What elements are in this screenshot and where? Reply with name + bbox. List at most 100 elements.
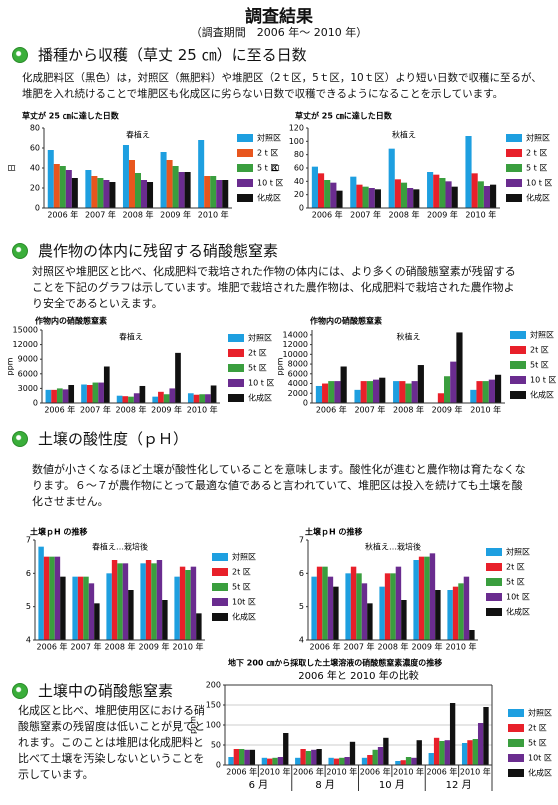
bar (327, 576, 334, 640)
bar (163, 394, 170, 403)
x-tick-label: 2006 年 (293, 767, 324, 777)
y-tick-label: 60 (30, 144, 40, 153)
x-tick-label: 2010 年 (460, 767, 491, 777)
legend-swatch (510, 376, 526, 384)
section-text: 化成肥料区（黒色）は，対照区（無肥料）や堆肥区（2ｔ区，5ｔ区，10ｔ区）より短… (22, 72, 542, 100)
y-tick-label: 60 (294, 164, 304, 173)
bar (111, 560, 118, 640)
legend-swatch (237, 134, 253, 142)
bar (322, 566, 328, 640)
bar (471, 173, 478, 208)
bar (368, 188, 375, 208)
bar (367, 603, 373, 640)
y-tick-label: 12000 (13, 340, 38, 349)
bar (463, 576, 470, 640)
bar (444, 376, 451, 403)
bar (388, 148, 395, 208)
bar (94, 603, 100, 640)
legend-label: 10 t 区 (526, 179, 552, 188)
bar (350, 176, 357, 208)
bar (49, 556, 55, 640)
bar (62, 389, 69, 403)
bar (470, 389, 477, 403)
heading-text: 土壌の酸性度（ｐＨ） (38, 430, 189, 448)
bar (328, 381, 335, 403)
bar (433, 737, 440, 765)
y-tick-label: 4 (26, 636, 31, 645)
legend-swatch (508, 739, 524, 747)
x-tick-label: 2006 年 (426, 767, 457, 777)
y-tick-label: 200 (206, 681, 221, 690)
chart-subtitle: 秋植え…栽培後 (365, 542, 421, 552)
chart-subtitle: 春植え (119, 332, 143, 342)
bar (344, 757, 350, 765)
bar (158, 391, 164, 403)
legend-label: 10t 区 (506, 593, 530, 602)
legend-swatch (506, 134, 522, 142)
legend-swatch (486, 563, 502, 571)
x-tick-label: 2009 年 (412, 642, 443, 652)
y-tick-label: 7 (299, 536, 304, 545)
bar (141, 180, 148, 208)
legend-swatch (510, 361, 526, 369)
legend-swatch (237, 179, 253, 187)
bar (233, 749, 240, 765)
bar (151, 563, 157, 640)
heading-text: 農作物の体内に残留する硝酸態窒素 (38, 242, 279, 260)
legend-swatch (212, 553, 228, 561)
bar (428, 753, 434, 765)
bar (361, 583, 368, 640)
bar (117, 563, 123, 640)
y-tick-label: 5 (26, 602, 31, 611)
bar (38, 546, 44, 640)
legend-label: 2t 区 (248, 349, 267, 358)
bar (160, 152, 167, 208)
y-tick-label: 5 (299, 602, 304, 611)
bar (311, 166, 318, 208)
bar (47, 150, 54, 208)
bar (413, 560, 419, 640)
bar (477, 181, 484, 208)
y-axis-label: 日 (8, 164, 17, 172)
group-label: 6 月 (249, 779, 269, 791)
bar (482, 381, 489, 403)
bar (490, 184, 497, 208)
bar (411, 757, 417, 765)
y-tick-label: 0 (216, 761, 221, 770)
bar (488, 379, 495, 403)
bar (54, 556, 61, 640)
bullet-icon (12, 46, 28, 63)
legend-label: 化成区 (506, 607, 530, 617)
bar (92, 382, 99, 403)
legend-label: 対照区 (257, 133, 281, 143)
legend-label: 対照区 (528, 708, 552, 718)
bullet-icon (12, 430, 28, 447)
bar (145, 560, 152, 640)
bar (339, 757, 345, 765)
bar (456, 332, 463, 403)
legend-label: 5t 区 (506, 578, 525, 587)
bar (322, 383, 329, 403)
bar (461, 743, 468, 765)
bar (60, 576, 66, 640)
bar (175, 352, 181, 403)
bar (324, 180, 331, 208)
chart-subtitle: 秋植え (397, 332, 421, 342)
bar (350, 566, 357, 640)
legend-label: 2t 区 (528, 724, 547, 733)
x-tick-label: 2010 年 (446, 642, 477, 652)
legend-label: 2t 区 (506, 563, 525, 572)
x-tick-label: 2006 年 (360, 767, 391, 777)
bar (204, 176, 211, 208)
bar (395, 761, 401, 765)
legend-label: 5t 区 (530, 361, 549, 370)
section-heading: 農作物の体内に残留する硝酸態窒素 (12, 240, 278, 261)
bar (393, 381, 400, 403)
legend-swatch (212, 568, 228, 576)
bar (384, 573, 391, 640)
bar (59, 166, 66, 208)
chart-subtitle: 秋植え (392, 130, 416, 140)
bar (198, 140, 205, 208)
legend-swatch (228, 364, 244, 372)
bar (411, 381, 418, 403)
